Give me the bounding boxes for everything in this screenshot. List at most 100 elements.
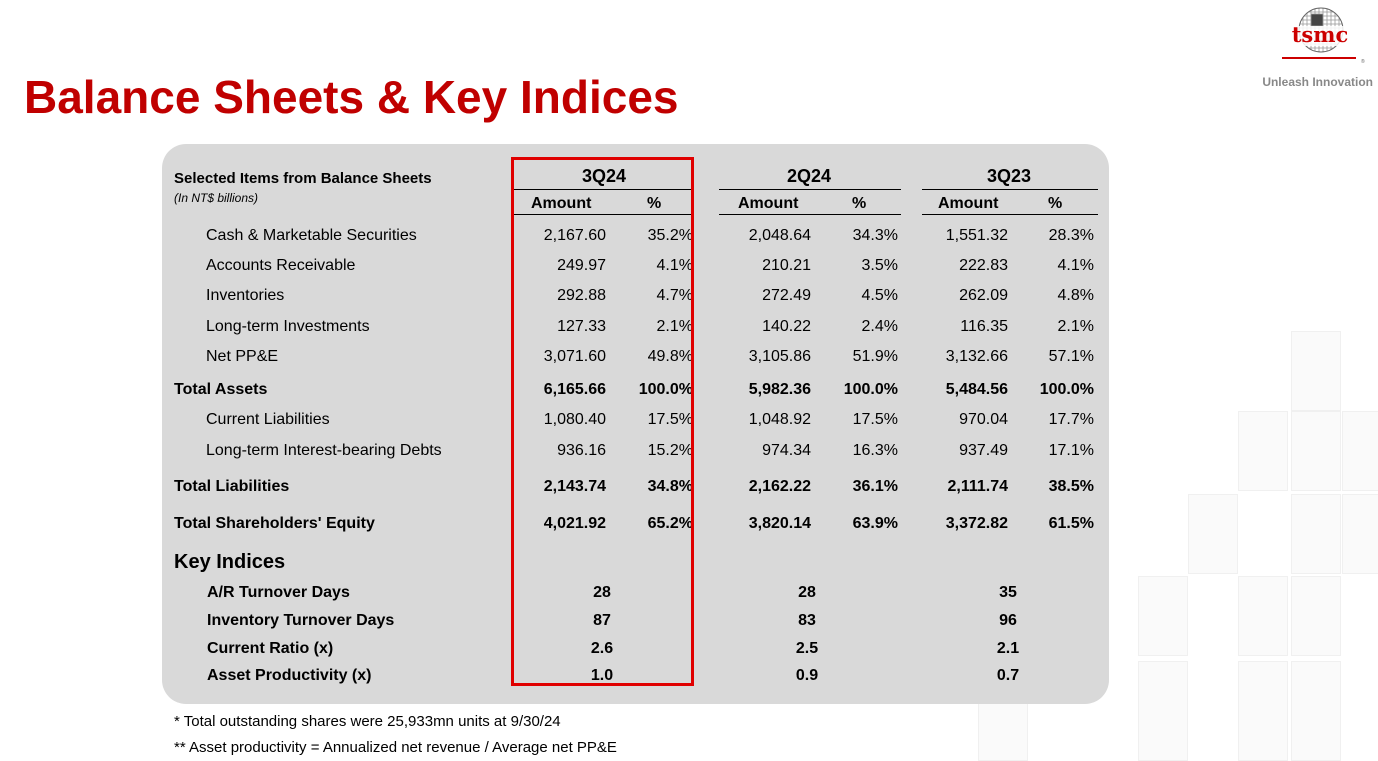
- cell-percent: 2.1%: [1057, 318, 1094, 335]
- cell-amount: 936.16: [557, 442, 606, 459]
- key-index-value: 87: [593, 612, 611, 629]
- cell-amount: 4,021.92: [543, 515, 606, 532]
- key-index-label: A/R Turnover Days: [207, 584, 350, 601]
- table-header-subtitle: (In NT$ billions): [174, 191, 259, 205]
- key-index-value: 2.6: [590, 640, 614, 657]
- cell-amount: 2,162.22: [748, 478, 811, 495]
- cell-amount: 1,551.32: [945, 227, 1008, 244]
- row-label: Long-term Investments: [206, 318, 370, 335]
- col-amount: Amount: [738, 195, 799, 212]
- table-panel: [162, 144, 1109, 704]
- cell-percent: 35.2%: [647, 227, 693, 244]
- cell-amount: 3,132.66: [945, 348, 1008, 365]
- cell-percent: 28.3%: [1048, 227, 1094, 244]
- key-index-value: 2.1: [996, 640, 1020, 657]
- period-2q24: 2Q24: [786, 166, 832, 186]
- cell-percent: 3.5%: [861, 257, 898, 274]
- row-label: Current Liabilities: [206, 411, 330, 428]
- row-label: Net PP&E: [206, 348, 279, 365]
- cell-percent: 49.8%: [647, 348, 693, 365]
- cell-amount: 1,080.40: [543, 411, 606, 428]
- cell-amount: 3,071.60: [543, 348, 606, 365]
- cell-amount: 3,105.86: [748, 348, 811, 365]
- cell-percent: 51.9%: [852, 348, 898, 365]
- cell-amount: 1,048.92: [748, 411, 811, 428]
- key-index-value: 0.9: [795, 667, 819, 684]
- key-indices-title: Key Indices: [174, 551, 286, 573]
- cell-percent: 4.8%: [1057, 287, 1094, 304]
- cell-amount: 2,111.74: [947, 478, 1008, 495]
- key-index-label: Current Ratio (x): [207, 640, 334, 657]
- row-label: Accounts Receivable: [206, 257, 356, 274]
- row-label: Inventories: [206, 287, 285, 304]
- cell-amount: 127.33: [557, 318, 606, 335]
- col-pct: %: [852, 195, 867, 212]
- key-index-value: 83: [798, 612, 816, 629]
- row-label: Cash & Marketable Securities: [206, 227, 417, 244]
- row-label: Total Shareholders' Equity: [174, 515, 375, 532]
- slide-title: Balance Sheets & Key Indices: [24, 71, 679, 123]
- cell-percent: 34.8%: [647, 478, 693, 495]
- cell-percent: 34.3%: [852, 227, 898, 244]
- col-rule: [719, 214, 901, 215]
- period-3q24: 3Q24: [581, 166, 627, 186]
- cell-percent: 61.5%: [1048, 515, 1094, 532]
- cell-percent: 57.1%: [1048, 348, 1094, 365]
- logo-tagline: Unleash Innovation: [1262, 75, 1373, 89]
- cell-percent: 4.1%: [1057, 257, 1094, 274]
- period-rule: [719, 189, 901, 190]
- cell-percent: 4.5%: [861, 287, 898, 304]
- cell-amount: 210.21: [762, 257, 811, 274]
- cell-amount: 5,982.36: [748, 381, 811, 398]
- col-rule: [514, 214, 694, 215]
- cell-amount: 974.34: [762, 442, 811, 459]
- row-label: Long-term Interest-bearing Debts: [206, 442, 442, 459]
- cell-percent: 100.0%: [1039, 381, 1094, 398]
- cell-percent: 17.1%: [1048, 442, 1094, 459]
- cell-percent: 36.1%: [852, 478, 898, 495]
- col-amount: Amount: [938, 195, 999, 212]
- key-index-value: 0.7: [996, 667, 1020, 684]
- cell-percent: 2.4%: [861, 318, 898, 335]
- period-rule: [922, 189, 1098, 190]
- cell-amount: 3,372.82: [945, 515, 1008, 532]
- cell-amount: 5,484.56: [945, 381, 1008, 398]
- cell-percent: 100.0%: [843, 381, 898, 398]
- cell-amount: 249.97: [557, 257, 606, 274]
- col-pct: %: [1048, 195, 1063, 212]
- col-rule: [922, 214, 1098, 215]
- cell-amount: 2,143.74: [543, 478, 606, 495]
- period-3q23: 3Q23: [986, 166, 1032, 186]
- cell-percent: 16.3%: [852, 442, 898, 459]
- key-index-value: 28: [593, 584, 611, 601]
- cell-amount: 937.49: [959, 442, 1008, 459]
- cell-amount: 970.04: [959, 411, 1008, 428]
- cell-amount: 6,165.66: [543, 381, 606, 398]
- cell-percent: 100.0%: [638, 381, 693, 398]
- cell-amount: 116.35: [960, 318, 1008, 335]
- row-label: Total Assets: [174, 381, 268, 398]
- key-index-value: 1.0: [590, 667, 614, 684]
- svg-text:®: ®: [1361, 58, 1365, 65]
- cell-amount: 3,820.14: [748, 515, 811, 532]
- row-label: Total Liabilities: [174, 478, 290, 495]
- cell-percent: 65.2%: [647, 515, 693, 532]
- cell-amount: 2,048.64: [748, 227, 811, 244]
- current-quarter-highlight: [511, 157, 694, 686]
- cell-percent: 4.1%: [656, 257, 693, 274]
- cell-percent: 38.5%: [1048, 478, 1094, 495]
- logo-text: tsmc: [1292, 22, 1349, 47]
- tsmc-logo: tsmc ®: [1280, 7, 1365, 65]
- cell-percent: 17.5%: [647, 411, 693, 428]
- col-pct: %: [647, 195, 662, 212]
- footnote-shares: * Total outstanding shares were 25,933mn…: [174, 713, 561, 730]
- table-header-title: Selected Items from Balance Sheets: [174, 170, 432, 187]
- key-index-value: 35: [999, 584, 1017, 601]
- key-index-value: 2.5: [795, 640, 819, 657]
- cell-percent: 17.5%: [852, 411, 898, 428]
- cell-amount: 2,167.60: [543, 227, 606, 244]
- footnote-asset-productivity: ** Asset productivity = Annualized net r…: [174, 739, 617, 756]
- cell-amount: 292.88: [557, 287, 606, 304]
- cell-percent: 4.7%: [656, 287, 693, 304]
- key-index-label: Inventory Turnover Days: [207, 612, 395, 629]
